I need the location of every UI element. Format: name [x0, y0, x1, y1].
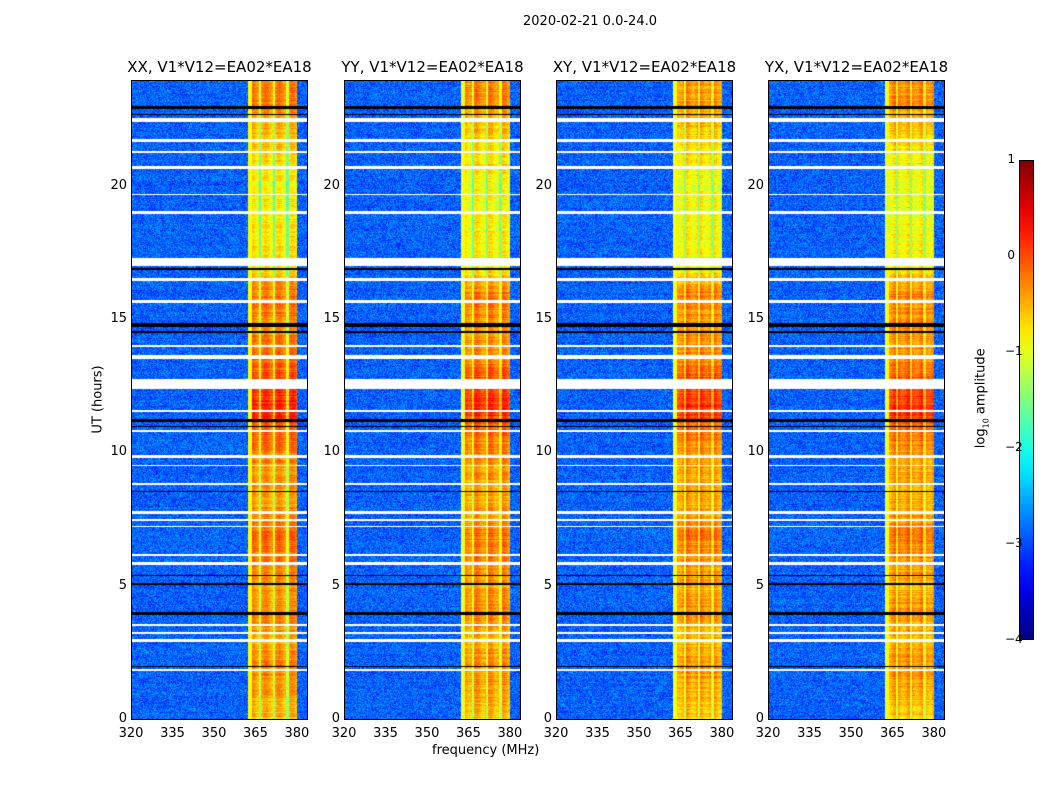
x-tick-label: 335 [797, 726, 822, 741]
x-tick-label: 335 [373, 726, 398, 741]
x-tick-label: 365 [668, 726, 693, 741]
y-tick-label: 0 [331, 711, 340, 726]
x-tick-label: 365 [456, 726, 481, 741]
y-tick-label: 0 [543, 711, 552, 726]
colorbar-tick-label: 0 [1007, 248, 1015, 262]
heatmap-image [131, 80, 308, 720]
panel-title: YY, V1*V12=EA02*EA18 [341, 58, 524, 76]
x-tick-label: 350 [838, 726, 864, 741]
y-tick-label: 15 [110, 311, 127, 326]
y-tick-label: 20 [323, 177, 340, 193]
plot-frame [768, 80, 945, 720]
spectrogram-panel-1: XX, V1*V12=EA02*EA18 320 335 350 365 380 0 5 10 1… [110, 58, 311, 741]
colorbar-tick-label: −4 [1005, 632, 1023, 646]
plot-frame [556, 80, 733, 720]
y-tick-label: 10 [110, 444, 127, 460]
x-tick-label: 380 [921, 726, 947, 741]
y-tick-label: 20 [535, 177, 552, 193]
x-tick-label: 350 [414, 726, 440, 741]
figure-title: 2020-02-21 0.0-24.0 [523, 14, 657, 29]
y-tick-label: 5 [118, 577, 127, 593]
x-tick-label: 320 [331, 726, 357, 741]
spectrogram-panel-4: YX, V1*V12=EA02*EA18 320 335 350 365 380 0 5 10 1… [747, 58, 948, 741]
y-tick-label: 15 [323, 311, 340, 326]
x-tick-label: 320 [755, 726, 781, 741]
y-tick-label: 15 [747, 311, 764, 326]
x-tick-label: 320 [543, 726, 569, 741]
colorbar-tick-label: −2 [1005, 440, 1023, 454]
panel-title: XX, V1*V12=EA02*EA18 [127, 58, 312, 76]
x-tick-label: 350 [626, 726, 652, 741]
spectrogram-panel-2: YY, V1*V12=EA02*EA18 320 335 350 365 380 0 5 10 1… [323, 58, 523, 741]
heatmap-image [344, 80, 521, 720]
x-tick-label: 350 [201, 726, 227, 741]
colorbar-tick-label: 1 [1007, 152, 1015, 166]
heatmap-image [556, 80, 733, 720]
panel-title: YX, V1*V12=EA02*EA18 [764, 58, 949, 76]
colorbar [1019, 160, 1034, 640]
colorbar-label: log10 amplitude [973, 348, 991, 449]
x-tick-label: 365 [880, 726, 905, 741]
y-tick-label: 10 [323, 444, 340, 460]
y-tick-label: 0 [755, 711, 764, 726]
panel-title: XY, V1*V12=EA02*EA18 [552, 58, 737, 76]
x-tick-label: 335 [160, 726, 185, 741]
y-tick-label: 10 [535, 444, 552, 460]
plot-frame [131, 80, 308, 720]
y-tick-label: 5 [543, 577, 552, 593]
x-tick-label: 380 [497, 726, 523, 741]
x-tick-label: 320 [118, 726, 144, 741]
x-tick-label: 380 [709, 726, 735, 741]
x-axis-label: frequency (MHz) [432, 743, 540, 758]
x-tick-label: 335 [585, 726, 610, 741]
y-tick-label: 5 [331, 577, 340, 593]
plot-frame [344, 80, 521, 720]
colorbar-tick-label: −3 [1005, 536, 1023, 550]
y-tick-label: 20 [747, 177, 764, 193]
y-tick-label: 10 [747, 444, 764, 460]
colorbar-tick-label: −1 [1005, 344, 1023, 358]
y-axis-label: UT (hours) [90, 365, 106, 434]
y-tick-label: 20 [110, 177, 127, 193]
heatmap-image [768, 80, 945, 720]
y-tick-label: 15 [535, 311, 552, 326]
y-tick-label: 5 [755, 577, 764, 593]
x-tick-label: 380 [284, 726, 310, 741]
x-tick-label: 365 [243, 726, 268, 741]
y-tick-label: 0 [118, 711, 127, 726]
spectrogram-panel-3: XY, V1*V12=EA02*EA18 320 335 350 365 380 0 5 10 1… [535, 58, 736, 741]
